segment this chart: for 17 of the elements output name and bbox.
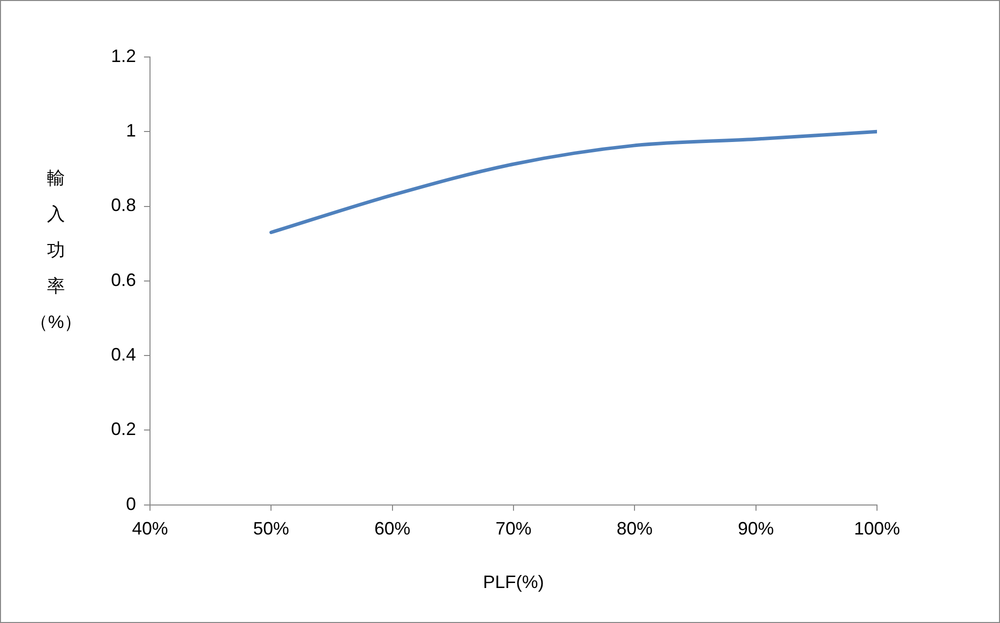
- y-tick-label: 1: [126, 120, 136, 141]
- x-tick-label: 100%: [854, 518, 900, 539]
- x-tick-label: 60%: [374, 518, 410, 539]
- x-tick-label: 80%: [616, 518, 653, 539]
- y-tick-label: 0.8: [110, 195, 136, 216]
- x-tick-label: 90%: [738, 518, 774, 539]
- x-axis-title: PLF(%): [482, 572, 544, 592]
- x-tick-label: 70%: [495, 518, 532, 539]
- y-tick-label: 1.2: [110, 46, 136, 66]
- y-tick-label: 0.2: [110, 419, 136, 440]
- y-tick-label: 0: [126, 494, 136, 514]
- x-tick-label: 50%: [253, 518, 290, 539]
- x-tick-label: 40%: [132, 518, 168, 539]
- y-tick-label: 0.6: [110, 270, 136, 290]
- line-series: [269, 130, 877, 234]
- y-tick-label: 0.4: [110, 344, 136, 364]
- y-axis-title: 輸入功率（%）: [30, 168, 82, 332]
